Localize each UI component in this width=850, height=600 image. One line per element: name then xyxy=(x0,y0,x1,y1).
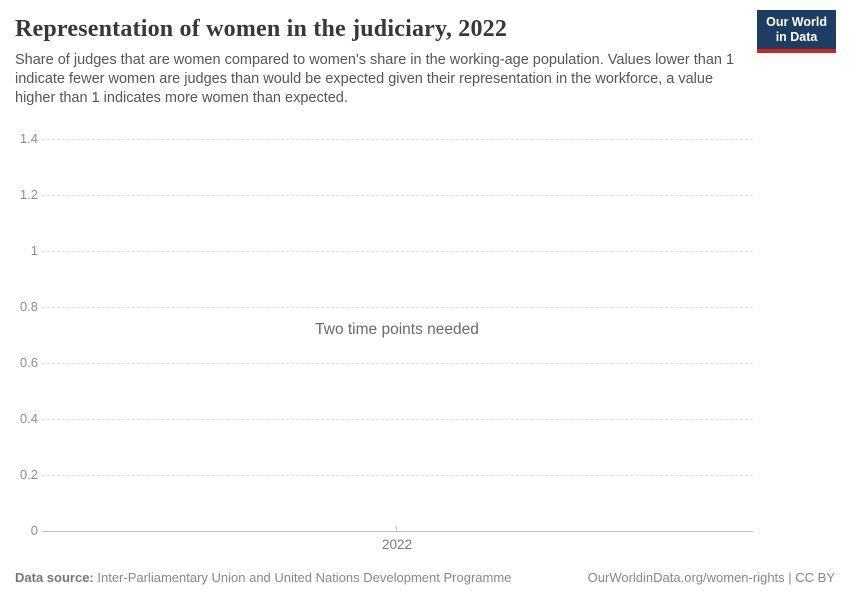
owid-logo[interactable]: Our World in Data xyxy=(757,10,836,53)
y-axis-tick-label: 1.4 xyxy=(19,131,38,146)
x-axis-tick-mark xyxy=(396,526,397,531)
owid-logo-line2: in Data xyxy=(775,30,818,44)
gridline xyxy=(42,251,753,252)
y-axis-tick-label: 0.4 xyxy=(19,411,38,426)
gridline xyxy=(42,419,753,420)
gridline xyxy=(42,475,753,476)
no-data-message: Two time points needed xyxy=(315,321,479,338)
y-axis-tick-label: 0.2 xyxy=(19,467,38,482)
x-axis-tick-label: 2022 xyxy=(381,537,413,552)
y-axis-tick-label: 0 xyxy=(30,523,38,538)
gridline xyxy=(42,363,753,364)
chart-footer: Data source: Inter-Parliamentary Union a… xyxy=(15,568,835,586)
y-axis-tick-label: 1.2 xyxy=(19,187,38,202)
gridline xyxy=(42,307,753,308)
owid-logo-line1: Our World xyxy=(766,15,827,29)
page-title: Representation of women in the judiciary… xyxy=(15,16,508,42)
gridline xyxy=(42,139,753,140)
gridline xyxy=(42,195,753,196)
y-axis-tick-label: 0.6 xyxy=(19,355,38,370)
license-link[interactable]: OurWorldinData.org/women-rights | CC BY xyxy=(587,569,835,585)
data-source-note: Data source: Inter-Parliamentary Union a… xyxy=(15,570,511,585)
chart-subtitle: Share of judges that are women compared … xyxy=(15,52,735,106)
x-axis-line xyxy=(42,531,753,532)
chart-area: 1.4 1.2 1 0.8 0.6 0.4 0.2 0 xyxy=(0,131,850,552)
data-source-label: Data source: xyxy=(15,569,94,585)
y-axis-tick-label: 0.8 xyxy=(19,299,38,314)
y-axis-tick-label: 1 xyxy=(30,243,38,258)
data-source-value: Inter-Parliamentary Union and United Nat… xyxy=(93,569,512,585)
